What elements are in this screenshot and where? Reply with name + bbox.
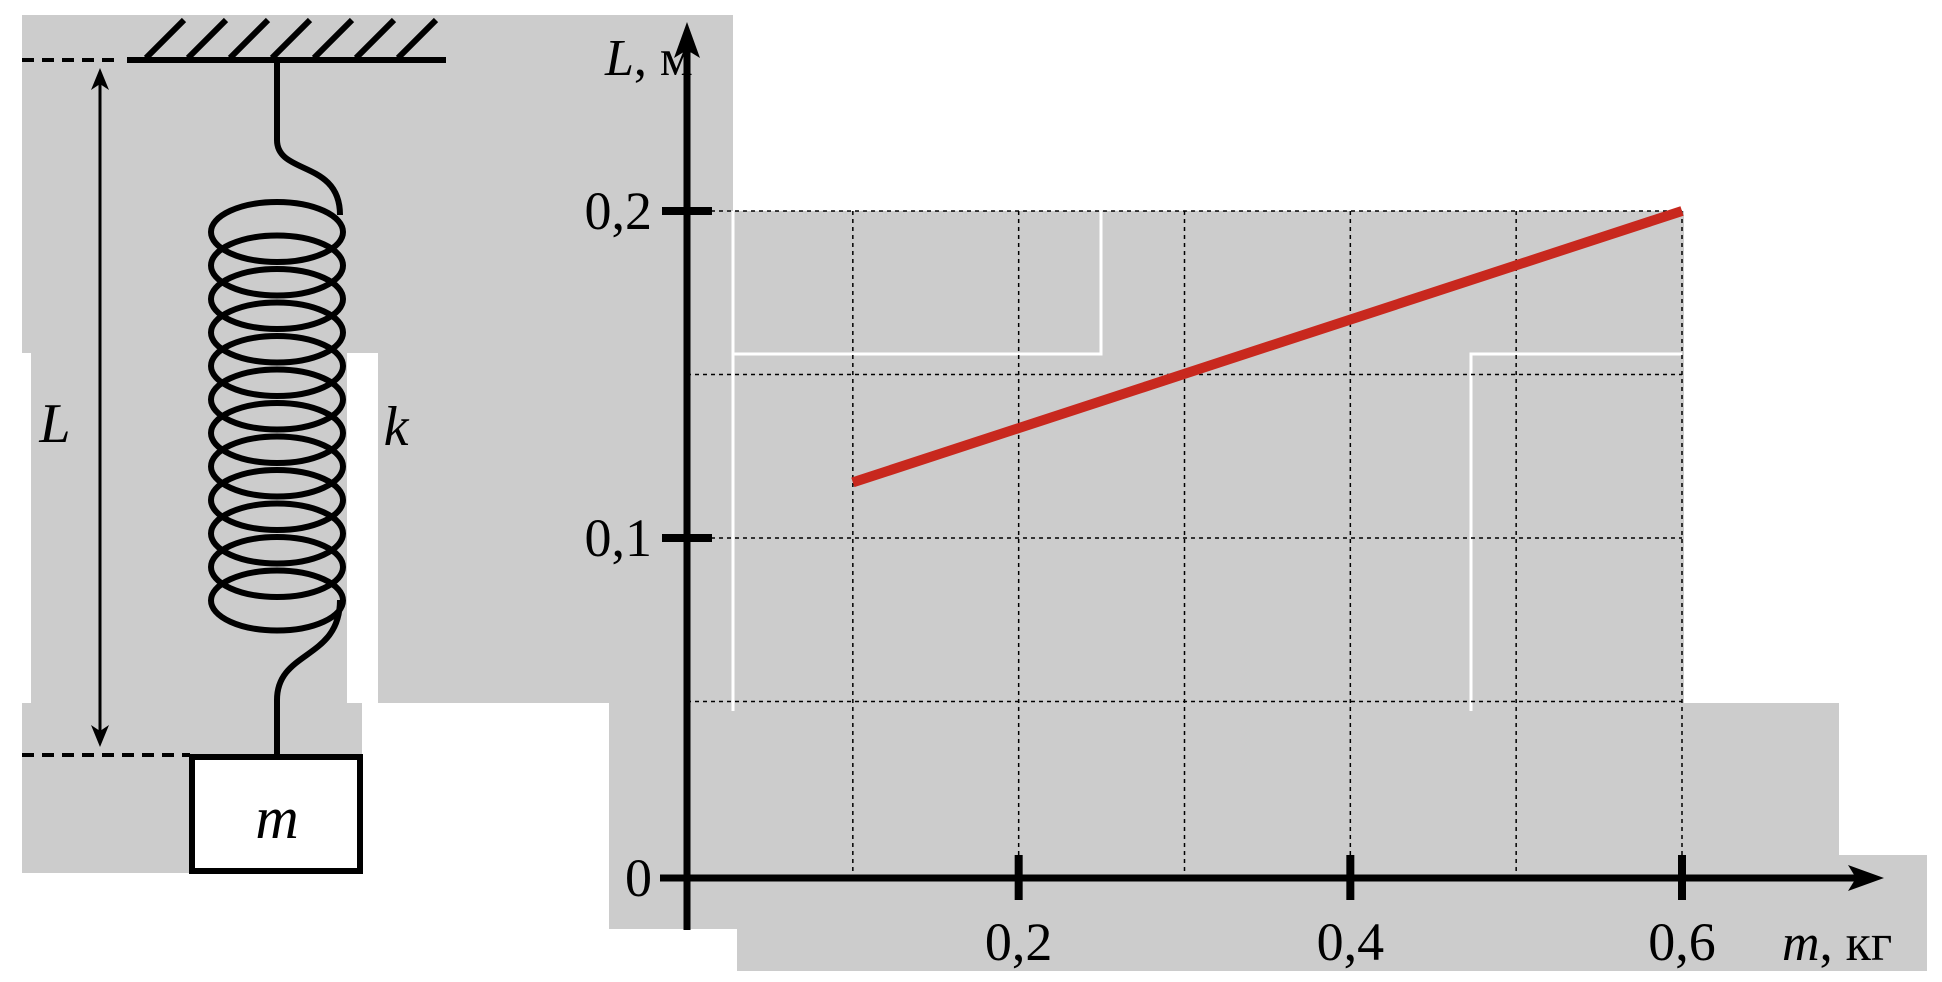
coil-loop [208, 232, 346, 299]
x-tick-label: 0,6 [1648, 912, 1716, 972]
y-tick-label: 0,1 [585, 508, 653, 568]
coil-loop [208, 400, 346, 466]
spring [274, 60, 343, 754]
x-tick-label: 0,4 [1317, 912, 1385, 972]
coil-loop [208, 333, 346, 399]
coil-loop [208, 467, 346, 533]
mass-label: m [255, 785, 298, 851]
series [851, 206, 1684, 488]
mass-block [189, 754, 363, 874]
y-axis-arrow [674, 22, 700, 58]
x-tick-label: 0,2 [985, 912, 1053, 972]
coil-loop [208, 567, 346, 634]
spring-constant-label: k [384, 396, 410, 458]
ceiling-hatch [143, 17, 439, 61]
length-label: L [38, 393, 70, 455]
coil-loop [208, 366, 346, 433]
y-tick-label: 0 [625, 848, 652, 908]
spring-coils [208, 199, 346, 634]
coil-loop [208, 266, 346, 332]
series-line [851, 206, 1684, 488]
length-arrow [91, 68, 109, 747]
coil-loop [208, 299, 346, 366]
white-region-borders [731, 211, 1682, 711]
y-tick-label: 0,2 [585, 181, 653, 241]
x-axis-label: m, кг [1782, 915, 1892, 972]
axes [660, 22, 1884, 930]
ticks: 0,2 0,4 0,6 0 0,1 0,2 [585, 181, 1716, 972]
y-axis-label: L, м [604, 30, 693, 87]
coil-loop [208, 199, 346, 265]
grid [687, 210, 1683, 878]
coil-loop [208, 433, 346, 500]
gray-background-regions [22, 15, 1927, 971]
coil-loop [208, 534, 346, 600]
coil-loop [208, 500, 346, 567]
x-axis-arrow [1848, 865, 1884, 891]
